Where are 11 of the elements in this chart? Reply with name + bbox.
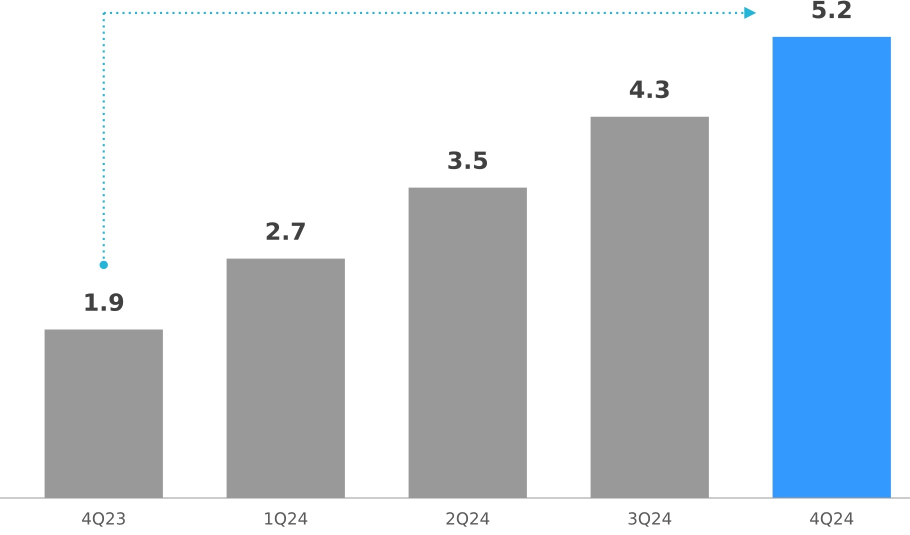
data-label: 2.7 xyxy=(266,222,305,240)
x-tick-label: 2Q24 xyxy=(446,512,490,527)
x-tick-label: 4Q24 xyxy=(810,512,854,527)
x-tick-label: 1Q24 xyxy=(265,512,308,527)
data-label: 4.3 xyxy=(630,80,669,98)
data-label: 3.5 xyxy=(448,151,488,170)
data-label: 5.2 xyxy=(812,0,851,18)
x-tick-label: 4Q23 xyxy=(82,512,125,527)
data-label: 1.9 xyxy=(85,293,124,312)
bar xyxy=(772,36,891,498)
x-tick-label: 3Q24 xyxy=(628,512,672,527)
